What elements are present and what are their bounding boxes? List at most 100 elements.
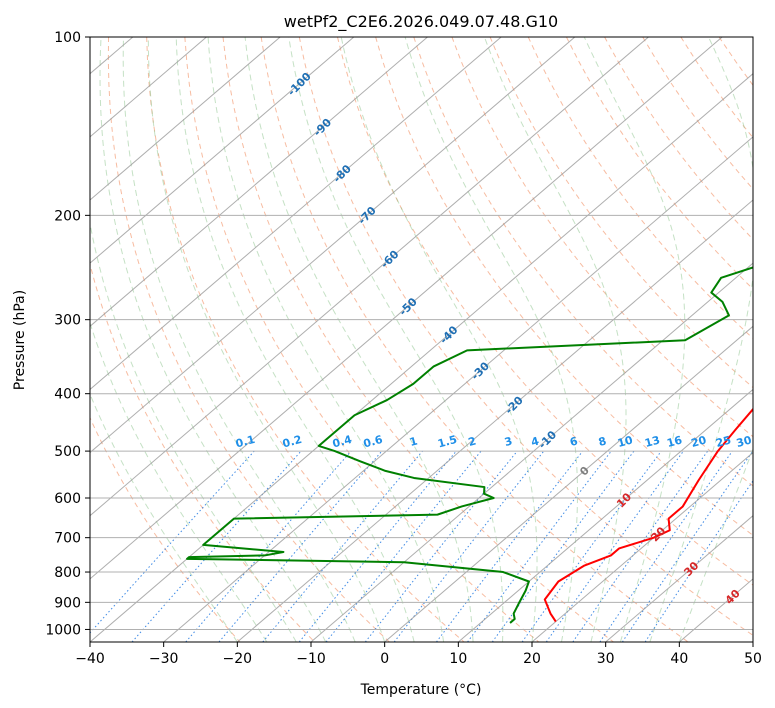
isotherm-line	[90, 37, 649, 517]
mixing-ratio-label: 0.2	[281, 433, 303, 451]
mixing-ratio-labels: 0.1 0.2 0.4 0.6 1 1.5 2 3 4 6 8 10 13 16 20 25 30	[234, 433, 753, 451]
y-tick-label: 1000	[45, 622, 81, 638]
mixing-ratio-line	[644, 480, 753, 642]
isotherm-line	[384, 325, 753, 642]
moist-adiabat	[404, 37, 578, 642]
dry-adiabat	[146, 37, 465, 642]
plot-frame	[89, 36, 754, 643]
mixing-ratio-label: 1	[408, 434, 419, 449]
x-tick-label: 0	[380, 651, 389, 667]
isotherm-line	[90, 37, 355, 264]
x-axis-label: Temperature (°C)	[360, 682, 482, 698]
mixing-ratio-label: 13	[643, 433, 661, 450]
x-tick-label: −10	[296, 651, 326, 667]
y-tick-label: 400	[54, 387, 81, 403]
moist-adiabat	[122, 37, 356, 642]
moist-adiabat	[288, 37, 504, 642]
moist-adiabat	[678, 447, 753, 642]
moist-adiabat	[147, 37, 386, 642]
mixing-ratio-line	[572, 450, 709, 642]
mixing-ratio-label: 3	[503, 434, 514, 449]
dewpoint-profile	[186, 266, 753, 624]
moist-adiabat	[340, 37, 538, 642]
moist-adiabat	[90, 392, 238, 642]
moist-adiabat	[90, 321, 268, 642]
isotherm-line	[458, 388, 753, 642]
mixing-ratio-line	[262, 450, 423, 642]
isotherm-line	[531, 451, 753, 642]
dry-adiabat	[90, 416, 241, 642]
moist-adiabat	[207, 37, 445, 642]
mixing-ratio-label: 4	[530, 434, 541, 449]
y-tick-label: 500	[54, 444, 81, 460]
axes: −40 −30 −20 −10 0 10 20 30 40 5010020030040050060…	[45, 30, 762, 667]
x-tick-label: −30	[149, 651, 179, 667]
moist-adiabat	[483, 37, 627, 642]
moist-adiabat	[99, 37, 327, 642]
mixing-ratio-line	[467, 450, 612, 642]
x-tick-label: 30	[597, 651, 615, 667]
x-tick-label: −20	[223, 651, 253, 667]
mixing-ratio-line	[364, 450, 518, 642]
isotherm-line	[90, 37, 428, 327]
moist-adiabat	[244, 37, 474, 642]
isotherm-line	[90, 37, 502, 391]
x-tick-label: 20	[523, 651, 541, 667]
background-lines	[90, 37, 753, 642]
dry-adiabat	[90, 262, 316, 642]
series-group	[186, 266, 753, 624]
isotherm-line	[163, 136, 753, 642]
mixing-ratio-line	[325, 450, 482, 642]
dry-adiabat	[375, 37, 753, 536]
temperature-profile	[543, 407, 753, 623]
y-tick-label: 800	[54, 565, 81, 581]
x-tick-label: 50	[744, 651, 762, 667]
mixing-ratio-line	[90, 450, 255, 634]
mixing-ratio-label: 10	[616, 433, 634, 450]
y-tick-label: 300	[54, 313, 81, 329]
mixing-ratio-label: 0.1	[234, 433, 256, 451]
dry-adiabat	[527, 37, 753, 340]
moist-adiabat	[90, 220, 297, 642]
grid	[90, 37, 753, 642]
chart-title: wetPf2_C2E6.2026.049.07.48.G10	[284, 12, 558, 32]
mixing-ratio-line	[298, 450, 457, 642]
y-tick-label: 100	[54, 30, 81, 46]
isotherm-line	[90, 37, 576, 454]
moist-adiabat	[583, 37, 686, 642]
mixing-ratio-line	[436, 450, 584, 642]
y-axis-label: Pressure (hPa)	[12, 290, 28, 390]
mixing-ratio-line	[521, 450, 662, 642]
mixing-ratio-label: 0.4	[331, 433, 354, 451]
mixing-ratio-label: 20	[690, 433, 708, 450]
mixing-ratio-label: 0.6	[362, 433, 385, 451]
mixing-ratio-line	[599, 450, 733, 642]
dry-adiabat	[107, 37, 390, 642]
mixing-ratio-label: 16	[665, 433, 683, 450]
isotherm-line	[605, 515, 753, 642]
dry-adiabat	[222, 37, 614, 642]
isotherm-line	[90, 37, 281, 201]
y-tick-label: 700	[54, 531, 81, 547]
mixing-ratio-label: 2	[467, 434, 478, 449]
mixing-ratio-label: 8	[597, 434, 608, 449]
mixing-ratio-label: 25	[714, 433, 732, 450]
x-tick-label: 40	[670, 651, 688, 667]
mixing-ratio-label: 6	[568, 434, 579, 449]
isotherm-line	[310, 262, 753, 642]
x-tick-label: 10	[449, 651, 467, 667]
mixing-ratio-line	[621, 450, 753, 642]
moist-adiabat	[649, 37, 753, 642]
y-tick-label: 900	[54, 595, 81, 611]
x-tick-label: −40	[75, 651, 105, 667]
isotherm-line	[90, 37, 723, 580]
y-tick-label: 200	[54, 208, 81, 224]
mixing-ratio-label: 30	[735, 433, 753, 450]
isotherm-line	[237, 199, 753, 642]
dry-adiabat	[489, 37, 753, 389]
plot-area	[90, 37, 753, 642]
mixing-ratio-label: 1.5	[436, 433, 458, 451]
dry-adiabat	[184, 37, 540, 642]
y-tick-label: 600	[54, 491, 81, 507]
